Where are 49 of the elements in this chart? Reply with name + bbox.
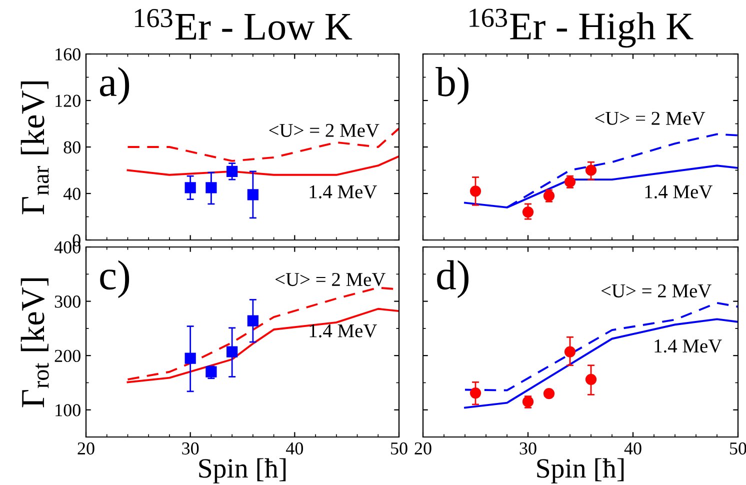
point — [470, 186, 482, 197]
annotation: <U> = 2 MeV — [595, 112, 706, 125]
x-axis-title: Spin [ħ] — [199, 458, 286, 484]
annotation: b) — [436, 67, 468, 105]
annotation: 1.4 MeV — [654, 340, 722, 353]
point — [522, 206, 534, 218]
x-tick-label: 30 — [182, 442, 199, 455]
x-axis-title: Spin [ħ] — [537, 458, 624, 484]
annotation: 1.4 MeV — [645, 185, 712, 198]
y-axis-title: Γ$_{nar}$ [keV] — [20, 81, 49, 214]
point — [585, 164, 597, 176]
x-tick-label: 20 — [78, 442, 94, 455]
annotation: d) — [437, 260, 468, 298]
y-axis-title: Γ$_{rot}$ [keV] — [20, 278, 49, 408]
point — [184, 352, 196, 364]
point — [226, 346, 238, 358]
point — [226, 166, 238, 177]
x-tick-label: 40 — [286, 442, 304, 455]
x-tick-label: 50 — [730, 442, 746, 455]
annotation: c) — [100, 260, 130, 298]
y-tick-label: 120 — [56, 94, 80, 107]
line-series — [126, 155, 399, 176]
y-tick-label: 200 — [54, 350, 80, 362]
y-tick-label: 300 — [54, 296, 80, 308]
chart-title: $^{163}$Er - Low K — [134, 8, 352, 40]
point — [184, 182, 196, 194]
point — [206, 366, 217, 378]
annotation: a) — [100, 67, 130, 105]
point — [470, 387, 482, 399]
point — [206, 182, 217, 194]
y-tick-label: 80 — [64, 141, 80, 154]
point — [543, 388, 555, 400]
annotation: <U> = 2 MeV — [276, 273, 386, 286]
x-tick-label: 20 — [414, 442, 432, 455]
point — [247, 315, 258, 326]
point — [585, 374, 597, 386]
annotation: <U> = 2 MeV — [601, 284, 712, 298]
x-tick-label: 40 — [624, 442, 642, 455]
x-tick-label: 30 — [520, 442, 536, 455]
y-tick-label: 100 — [56, 404, 80, 416]
point — [564, 346, 576, 358]
point — [247, 189, 258, 200]
x-tick-label: 50 — [391, 442, 408, 455]
chart-title: $^{163}$Er - High K — [470, 8, 694, 48]
y-tick-label: 40 — [63, 188, 80, 200]
annotation: 1.4 MeV — [310, 185, 378, 198]
y-tick-label: 160 — [56, 48, 80, 60]
annotation: 1.4 MeV — [310, 324, 378, 338]
annotation: <U> = 2 MeV — [269, 124, 380, 138]
